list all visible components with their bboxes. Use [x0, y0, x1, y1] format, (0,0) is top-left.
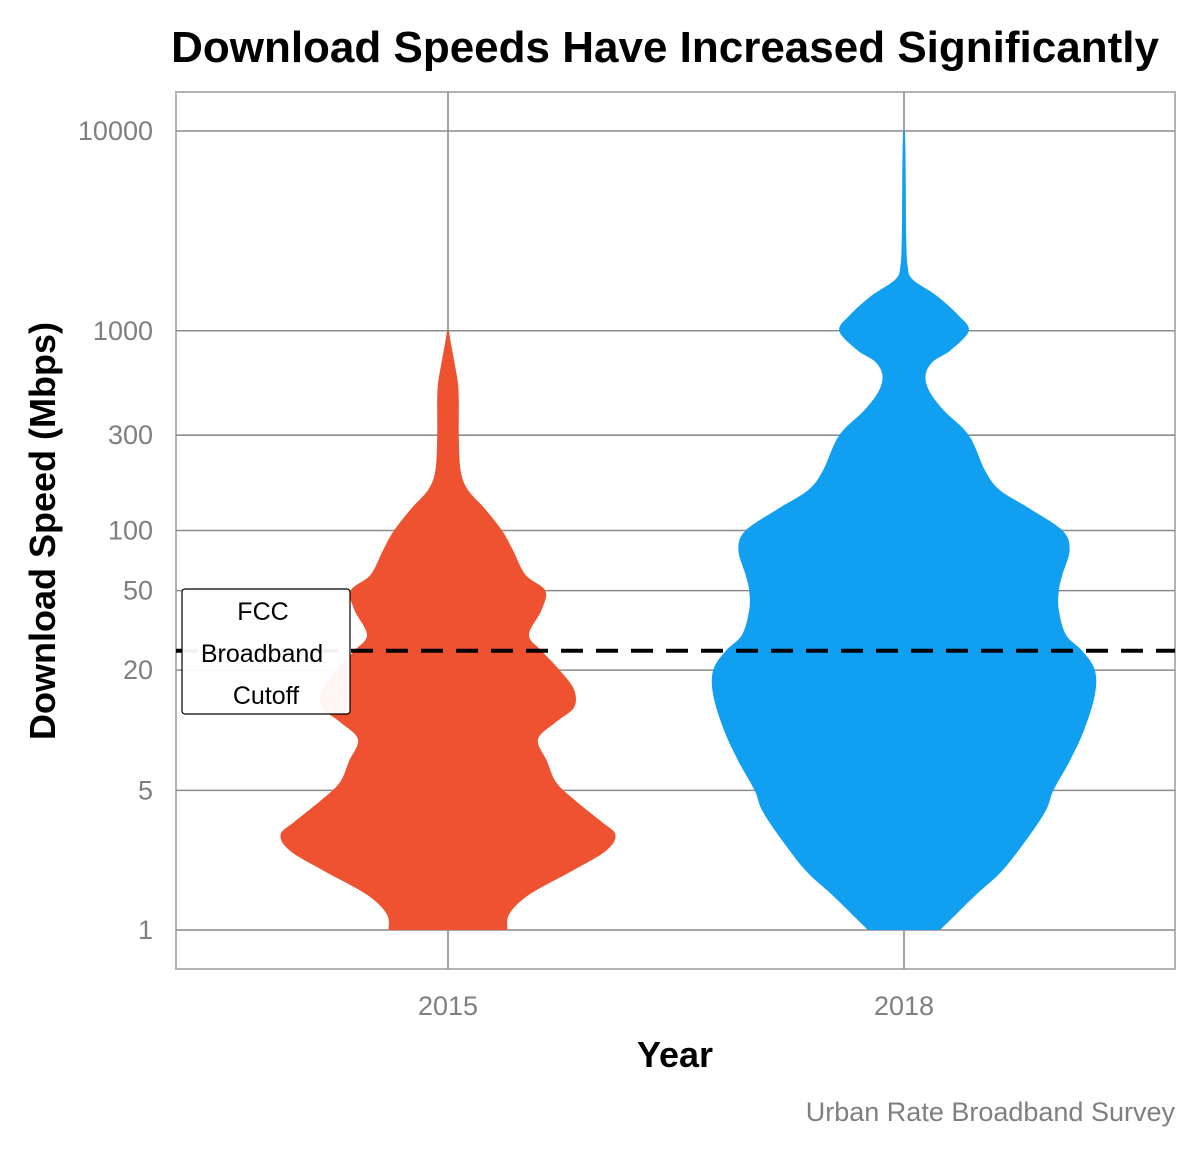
chart-title: Download Speeds Have Increased Significa… — [171, 23, 1159, 72]
chart-caption: Urban Rate Broadband Survey — [806, 1097, 1176, 1127]
violins — [280, 131, 1097, 930]
annotation-box — [181, 588, 351, 715]
y-tick-labels: 1 5 20 50 100 300 1000 10000 — [78, 116, 153, 945]
y-tick-label: 5 — [138, 775, 153, 805]
x-axis-title: Year — [637, 1034, 713, 1075]
annotation-line-3: Cutoff — [233, 682, 299, 710]
y-tick-label: 300 — [108, 420, 153, 450]
y-tick-label: 100 — [108, 516, 153, 546]
x-tick-labels: 2015 2018 — [418, 991, 934, 1021]
fcc-cutoff-annotation: FCC Broadband Cutoff — [181, 588, 351, 715]
y-tick-label: 1 — [138, 915, 153, 945]
annotation-line-1: FCC — [237, 598, 288, 626]
x-tick-label: 2015 — [418, 991, 478, 1021]
violin-2015 — [280, 330, 616, 930]
violin-2018 — [711, 131, 1097, 930]
y-tick-label: 20 — [123, 655, 153, 685]
annotation-line-2: Broadband — [201, 640, 323, 668]
y-tick-label: 50 — [123, 576, 153, 606]
y-tick-label: 1000 — [93, 316, 153, 346]
y-tick-label: 10000 — [78, 116, 153, 146]
y-axis-title: Download Speed (Mbps) — [22, 322, 63, 740]
x-tick-label: 2018 — [874, 991, 934, 1021]
